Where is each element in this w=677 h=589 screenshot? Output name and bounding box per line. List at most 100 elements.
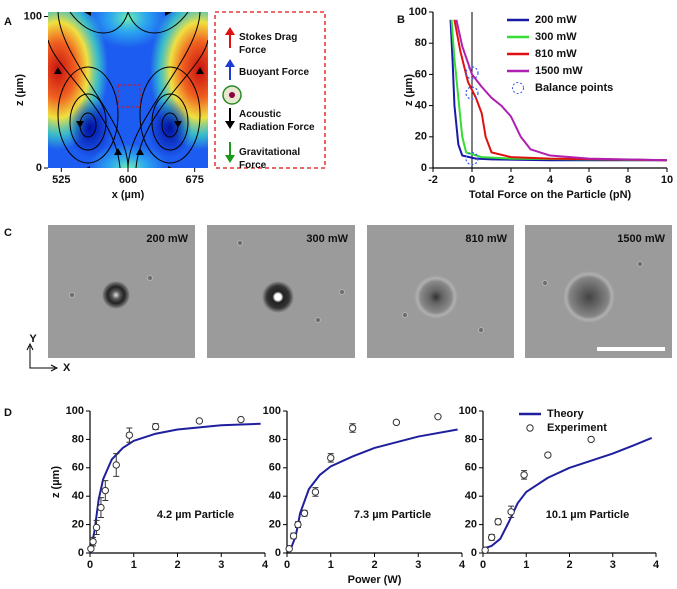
x-axis-label: x (µm) — [112, 189, 145, 201]
data-point — [112, 461, 120, 469]
force-label: Stokes Drag Force — [239, 32, 298, 56]
legend-label: 200 mW — [535, 14, 577, 26]
particle-label: 10.1 µm Particle — [546, 509, 629, 521]
x-tick-label: 1 — [131, 559, 137, 571]
x-tick-label: 0 — [469, 174, 475, 186]
scale-bar — [597, 347, 665, 351]
x-axis-label: Power (W) — [348, 574, 402, 586]
series-line — [453, 19, 668, 162]
x-axis-label: Total Force on the Particle (pN) — [469, 189, 632, 201]
x-tick-label: 0 — [284, 559, 290, 571]
y-tick-label: 40 — [415, 100, 427, 112]
force-label: Buoyant Force — [239, 67, 310, 78]
data-point — [87, 545, 95, 553]
speck — [237, 240, 243, 246]
y-tick-label: 60 — [269, 462, 281, 474]
x-tick-label: 1 — [523, 559, 529, 571]
y-tick-label: 100 — [263, 405, 281, 417]
x-tick-label: 4 — [459, 559, 466, 571]
x-tick-label: 4 — [262, 559, 269, 571]
particle — [414, 275, 458, 319]
data-point — [311, 488, 320, 496]
data-point — [300, 509, 309, 517]
y-tick-label: 0 — [36, 162, 42, 174]
legend-label: 1500 mW — [535, 65, 583, 77]
x-tick-label: 0 — [87, 559, 93, 571]
data-point — [520, 471, 528, 479]
power-label: 300 mW — [306, 233, 348, 245]
speck — [478, 327, 484, 333]
series-line — [455, 19, 668, 162]
y-tick-label: 20 — [72, 519, 84, 531]
y-tick-label: 20 — [269, 519, 281, 531]
speck — [69, 292, 75, 298]
particle — [563, 271, 615, 323]
x-tick-label: 3 — [218, 559, 224, 571]
x-tick-label: 2 — [508, 174, 514, 186]
legend-marker — [512, 82, 524, 94]
legend-label: 810 mW — [535, 48, 577, 60]
legend-label: 300 mW — [535, 31, 577, 43]
x-tick-label: 675 — [185, 174, 203, 186]
data-point — [392, 418, 401, 427]
data-point — [285, 545, 293, 553]
legend-label: Balance points — [535, 82, 613, 94]
legend-label: Experiment — [547, 422, 607, 434]
y-tick-label: 100 — [459, 405, 477, 417]
series-line — [482, 437, 653, 550]
data-point — [327, 454, 335, 462]
y-tick-label: 80 — [269, 433, 281, 445]
x-tick-label: 6 — [586, 174, 592, 186]
x-tick-label: 4 — [547, 174, 554, 186]
y-tick-label: 0 — [275, 547, 281, 559]
x-tick-label: 0 — [480, 559, 486, 571]
particle — [262, 281, 294, 313]
x-tick-label: 3 — [610, 559, 616, 571]
x-tick-label: 1 — [328, 559, 334, 571]
speck — [147, 275, 153, 281]
y-tick-label: 60 — [465, 462, 477, 474]
y-axis-label: z (µm) — [403, 74, 415, 106]
power-label: 200 mW — [146, 233, 188, 245]
speck — [637, 261, 643, 267]
data-point — [195, 417, 204, 425]
x-tick-label: 4 — [653, 559, 660, 571]
y-tick-label: 20 — [415, 131, 427, 143]
y-axis-label: z (µm) — [50, 466, 62, 498]
data-point — [92, 523, 101, 532]
y-axis-label: z (µm) — [14, 74, 26, 106]
x-tick-label: 600 — [119, 174, 137, 186]
y-tick-label: 40 — [72, 490, 84, 502]
speck — [542, 280, 548, 286]
series-line — [450, 19, 668, 162]
y-tick-label: 80 — [72, 433, 84, 445]
y-tick-label: 40 — [269, 490, 281, 502]
panel-label: A — [4, 16, 12, 28]
data-point — [434, 412, 442, 421]
y-tick-label: 80 — [415, 37, 427, 49]
data-point — [507, 508, 515, 516]
y-tick-label: 0 — [471, 547, 477, 559]
x-tick-label: 8 — [625, 174, 631, 186]
axis-indicator-label: X — [63, 362, 71, 374]
data-point — [587, 435, 595, 444]
data-point — [151, 422, 160, 431]
x-tick-label: 525 — [52, 174, 70, 186]
panel-label: D — [4, 407, 12, 419]
speck — [315, 317, 321, 323]
heatmap — [48, 12, 208, 168]
speck — [339, 289, 345, 295]
data-point — [544, 451, 552, 459]
series-line — [286, 428, 458, 551]
data-point — [348, 424, 357, 432]
particle — [102, 281, 130, 309]
axis-indicator — [26, 342, 59, 372]
force-legend — [214, 11, 326, 169]
x-tick-label: -2 — [428, 174, 438, 186]
particle-label: 4.2 µm Particle — [157, 509, 234, 521]
x-tick-label: 2 — [174, 559, 180, 571]
data-point — [89, 537, 97, 546]
data-point — [487, 533, 496, 542]
y-tick-label: 40 — [465, 490, 477, 502]
